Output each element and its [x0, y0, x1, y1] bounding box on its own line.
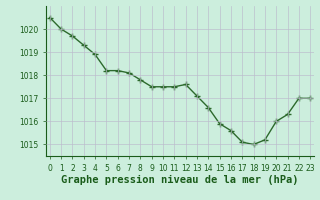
X-axis label: Graphe pression niveau de la mer (hPa): Graphe pression niveau de la mer (hPa)	[61, 175, 299, 185]
